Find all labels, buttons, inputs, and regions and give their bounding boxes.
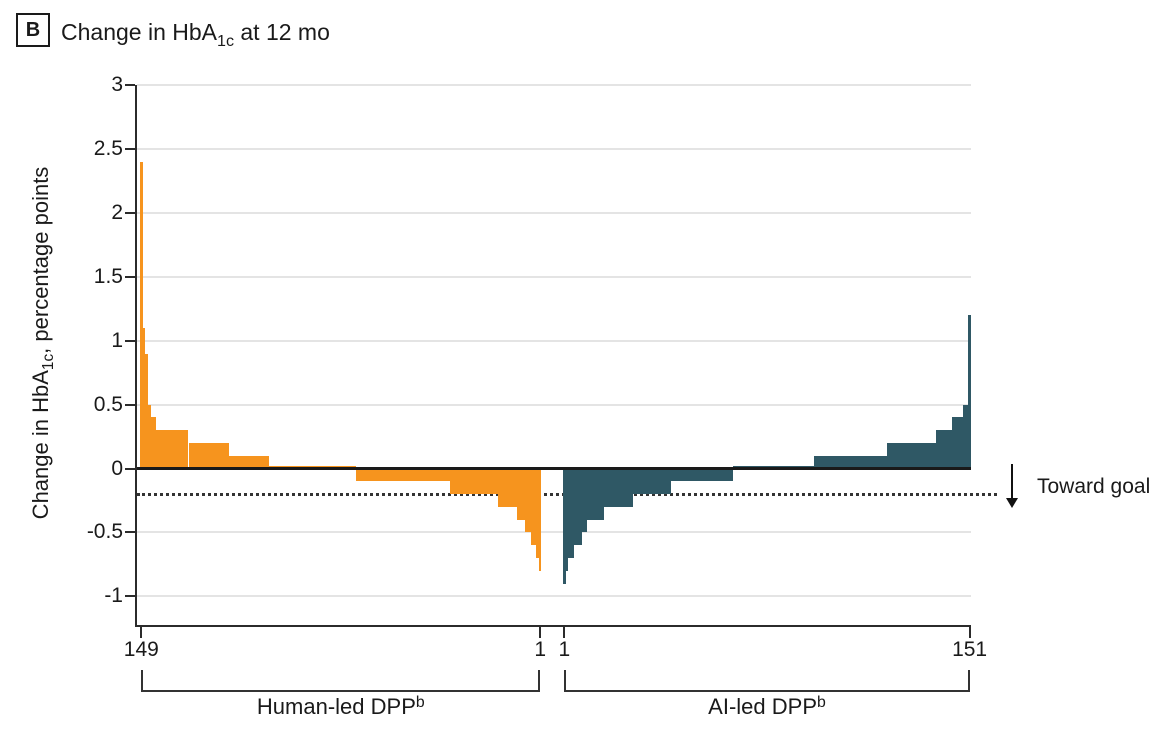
bar-human <box>148 404 151 469</box>
bar-human <box>142 327 146 469</box>
bar-ai <box>935 430 953 469</box>
panel-letter-badge: B <box>16 13 50 47</box>
y-tick-label: 2.5 <box>93 137 123 160</box>
y-tick-label: 1 <box>111 328 123 352</box>
y-tick-label: -1 <box>104 584 123 608</box>
y-tick <box>125 467 135 470</box>
x-tick-label: 1 <box>558 638 571 661</box>
group-bracket <box>141 670 541 692</box>
toward-goal-arrow-shaft <box>1011 464 1013 500</box>
gridline <box>137 339 971 342</box>
bar-ai <box>587 468 604 520</box>
bar-ai <box>962 404 969 469</box>
bar-ai <box>573 468 582 546</box>
gridline <box>137 275 971 278</box>
bar-human <box>525 468 531 533</box>
footnote-superscript: b <box>415 694 425 712</box>
bar-ai <box>814 455 888 469</box>
bar-human <box>449 468 499 495</box>
gridline <box>137 531 971 534</box>
x-tick-label: 1 <box>534 638 547 661</box>
group-bracket <box>564 670 970 692</box>
bar-ai <box>603 468 634 507</box>
title-subscript: 1c <box>217 31 234 50</box>
bar-ai <box>581 468 588 533</box>
y-tick <box>125 84 135 87</box>
bar-ai <box>952 417 963 469</box>
y-tick-label: 2 <box>111 200 123 224</box>
toward-goal-label: Toward goal <box>1037 475 1151 498</box>
y-tick <box>125 531 135 534</box>
y-axis-line <box>135 85 137 625</box>
bar-ai <box>633 468 672 495</box>
footnote-superscript: b <box>817 694 826 712</box>
gridline <box>137 595 971 598</box>
group-label: Human-led DPPb <box>257 694 425 720</box>
bar-human <box>156 430 189 469</box>
bar-human <box>517 468 526 520</box>
x-tick <box>968 627 971 638</box>
bar-human <box>536 468 539 558</box>
bar-human <box>355 468 450 482</box>
bar-human <box>140 161 143 469</box>
y-tick <box>125 403 135 406</box>
gridline <box>137 148 971 150</box>
bar-human <box>188 442 229 469</box>
gridline <box>137 211 971 214</box>
y-tick-label: 1.5 <box>93 264 123 288</box>
gridline <box>137 84 971 87</box>
x-axis-line <box>135 625 971 627</box>
bar-human <box>538 468 542 571</box>
bar-ai <box>887 442 936 469</box>
down-arrow-icon <box>1006 498 1018 508</box>
y-tick-label: 0 <box>111 456 123 480</box>
y-tick <box>125 339 135 342</box>
y-tick-label: 3 <box>111 73 123 97</box>
x-tick <box>563 627 566 638</box>
y-tick <box>125 148 135 150</box>
bar-human <box>530 468 537 546</box>
panel-letter: B <box>25 18 41 41</box>
group-label-text: AI-led DPP <box>708 694 818 719</box>
bar-human <box>498 468 518 507</box>
bar-ai <box>565 468 569 571</box>
y-tick <box>125 275 135 278</box>
bar-ai <box>563 468 566 584</box>
y-tick <box>125 595 135 598</box>
bar-ai <box>568 468 574 558</box>
y-tick-label: -0.5 <box>86 520 123 544</box>
zero-line <box>137 467 971 470</box>
x-tick-label: 151 <box>952 638 988 661</box>
y-tick <box>125 211 135 214</box>
bar-ai <box>671 468 734 482</box>
gridline <box>137 403 971 406</box>
x-tick <box>140 627 143 638</box>
bar-human <box>145 353 149 469</box>
group-label-text: Human-led DPP <box>256 694 416 719</box>
panel-title: Change in HbA1c at 12 mo <box>61 19 330 50</box>
bar-ai <box>968 315 971 469</box>
bar-human <box>228 455 270 469</box>
bar-human <box>150 417 157 469</box>
x-tick <box>539 627 542 638</box>
x-tick-label: 149 <box>123 638 159 661</box>
group-label: AI-led DPPb <box>708 694 826 720</box>
y-tick-label: 0.5 <box>93 392 123 416</box>
